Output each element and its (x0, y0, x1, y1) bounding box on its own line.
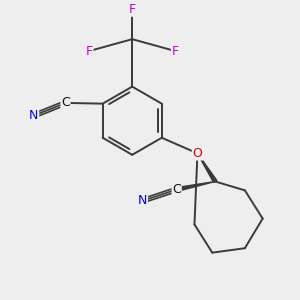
Polygon shape (197, 153, 217, 182)
Polygon shape (176, 182, 215, 191)
Text: F: F (86, 44, 93, 58)
Text: O: O (193, 147, 202, 160)
Text: F: F (129, 3, 136, 16)
Text: C: C (172, 183, 181, 196)
Text: F: F (172, 44, 179, 58)
Text: C: C (61, 96, 70, 110)
Text: N: N (29, 109, 38, 122)
Text: N: N (138, 194, 147, 207)
